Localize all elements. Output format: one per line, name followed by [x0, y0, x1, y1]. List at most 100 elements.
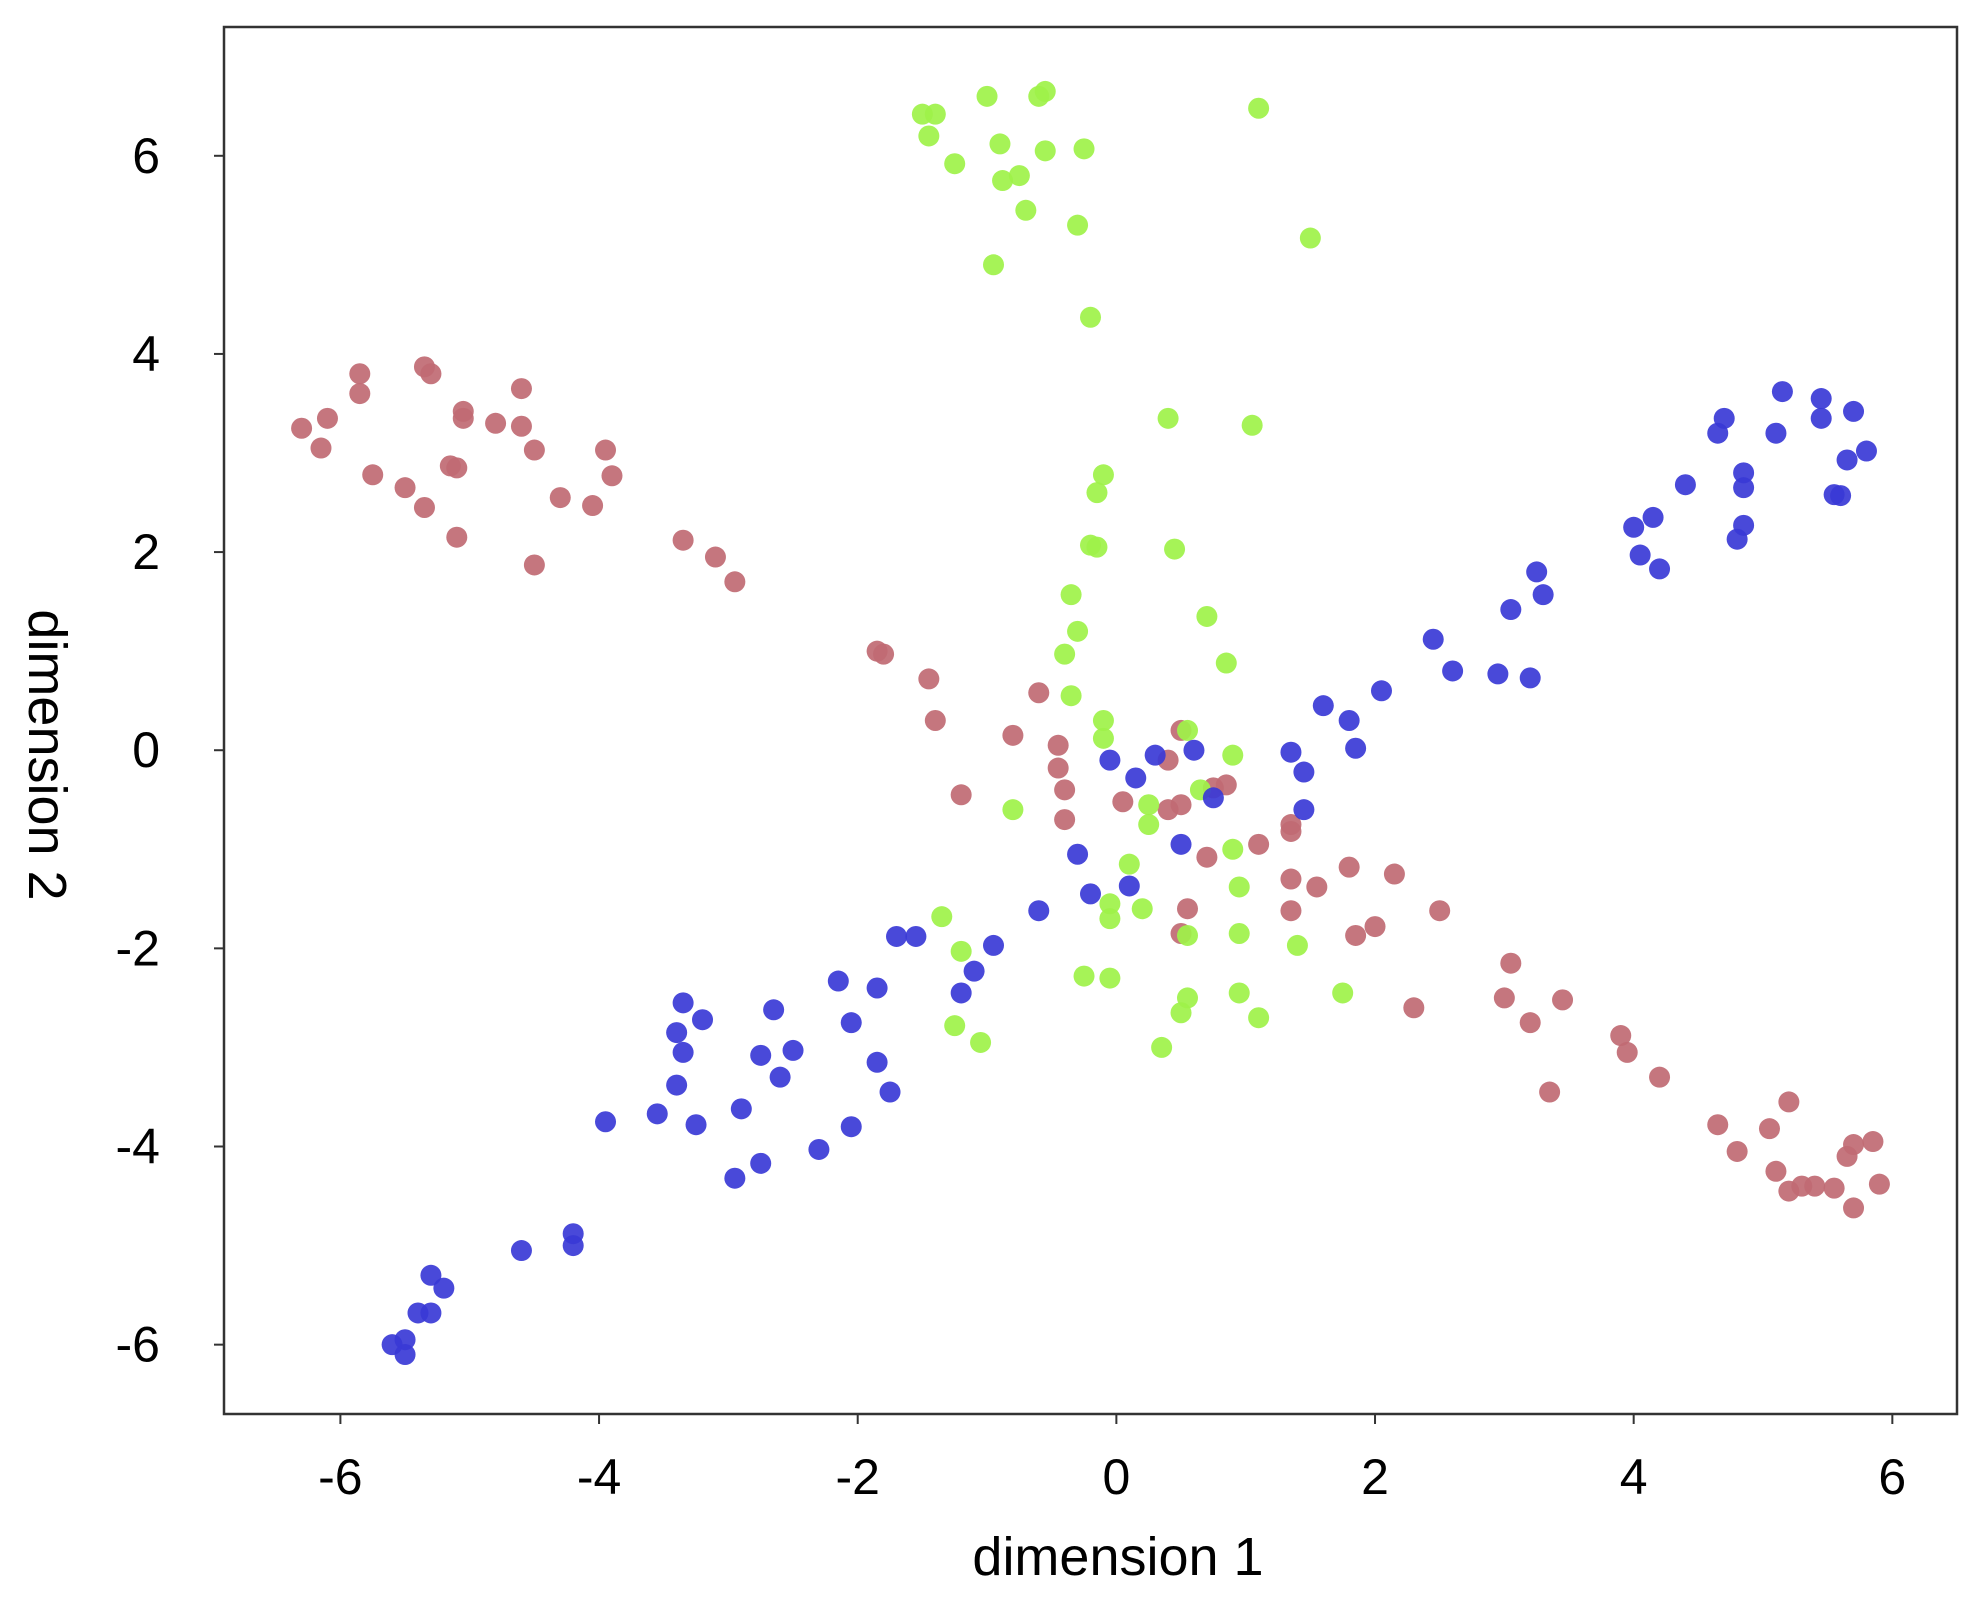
data-point	[1539, 1081, 1561, 1103]
x-tick-label: -2	[835, 1449, 879, 1505]
data-point	[549, 487, 571, 509]
data-point	[1080, 306, 1101, 328]
data-point	[1086, 482, 1108, 504]
data-point	[1293, 799, 1315, 821]
data-point	[1112, 791, 1134, 813]
data-point	[1862, 1131, 1884, 1153]
data-point	[976, 85, 998, 107]
data-point	[595, 1111, 617, 1133]
data-point	[763, 999, 785, 1021]
data-point	[1222, 744, 1244, 766]
data-point	[840, 1116, 862, 1138]
data-point	[672, 992, 694, 1014]
data-point	[1138, 794, 1160, 816]
data-point	[1080, 883, 1101, 905]
data-point	[879, 1081, 901, 1103]
data-point	[666, 1022, 688, 1044]
data-point	[944, 153, 966, 175]
data-point	[1028, 682, 1050, 704]
data-point	[595, 439, 617, 461]
data-point	[1170, 1002, 1192, 1024]
data-point	[1073, 965, 1095, 987]
data-point	[873, 643, 895, 665]
plot-frame	[222, 25, 1959, 1416]
data-point	[1519, 667, 1541, 689]
data-point	[1383, 863, 1405, 885]
data-point	[1487, 663, 1509, 685]
data-point	[310, 437, 332, 459]
series-2	[381, 381, 1877, 1366]
data-point	[446, 526, 468, 548]
data-point	[1248, 1007, 1270, 1029]
data-point	[1293, 761, 1315, 783]
data-point	[1138, 814, 1160, 836]
data-point	[750, 1152, 772, 1174]
data-point	[1810, 388, 1832, 410]
data-point	[433, 1277, 455, 1299]
data-point	[1241, 414, 1263, 436]
data-point	[1054, 779, 1076, 801]
data-point	[992, 170, 1014, 192]
data-point	[1067, 620, 1089, 642]
data-point	[1015, 199, 1037, 221]
data-point	[1073, 138, 1095, 160]
data-point	[1403, 997, 1425, 1019]
data-point	[1228, 982, 1250, 1004]
data-point	[1099, 893, 1121, 915]
data-point	[1674, 474, 1696, 496]
data-point	[1364, 916, 1386, 938]
data-point	[1804, 1175, 1826, 1197]
data-point	[944, 1015, 966, 1037]
data-point	[349, 383, 371, 405]
data-point	[1060, 584, 1082, 606]
data-point	[1338, 710, 1360, 731]
x-axis-title: dimension 1	[972, 1527, 1263, 1587]
data-point	[1118, 875, 1140, 897]
data-point	[1830, 485, 1852, 507]
x-tick-label: -4	[577, 1449, 621, 1505]
data-point	[1500, 599, 1522, 621]
data-point	[1778, 1091, 1800, 1113]
data-point	[1299, 227, 1321, 249]
data-point	[1422, 628, 1444, 650]
data-point	[931, 906, 953, 928]
data-point	[1765, 422, 1787, 444]
data-point	[970, 1031, 992, 1053]
data-point	[510, 1240, 532, 1262]
data-point	[1034, 80, 1056, 102]
data-point	[1067, 843, 1089, 865]
x-tick-label: -6	[318, 1449, 362, 1505]
data-point	[769, 1066, 791, 1088]
data-point	[808, 1138, 830, 1160]
data-point	[1176, 719, 1198, 741]
data-point	[1500, 952, 1522, 974]
data-point	[1099, 967, 1121, 989]
data-point	[1118, 853, 1140, 875]
data-point	[1649, 558, 1671, 580]
y-tick-label: 2	[132, 524, 160, 580]
data-point	[1280, 868, 1302, 890]
data-point	[1338, 856, 1360, 878]
data-point	[316, 407, 338, 429]
data-point	[1144, 744, 1166, 766]
data-point	[983, 934, 1005, 956]
data-point	[1649, 1066, 1671, 1088]
data-point	[1170, 833, 1192, 855]
data-point	[1332, 982, 1354, 1004]
data-point	[827, 970, 849, 992]
data-point	[950, 982, 972, 1004]
data-point	[1157, 407, 1179, 429]
data-point	[582, 495, 604, 517]
data-point	[750, 1044, 772, 1066]
data-point	[918, 668, 940, 690]
x-axis-ticks: -6 -4 -2 0 2 4 6	[318, 1414, 1906, 1505]
data-point	[1125, 767, 1147, 789]
data-point	[1215, 652, 1237, 674]
data-point	[1054, 643, 1076, 665]
data-point	[1345, 924, 1367, 946]
data-point	[523, 554, 545, 576]
data-point	[1170, 794, 1192, 816]
x-tick-label: 4	[1620, 1449, 1648, 1505]
data-point	[963, 960, 985, 982]
y-tick-label: -6	[116, 1317, 160, 1373]
